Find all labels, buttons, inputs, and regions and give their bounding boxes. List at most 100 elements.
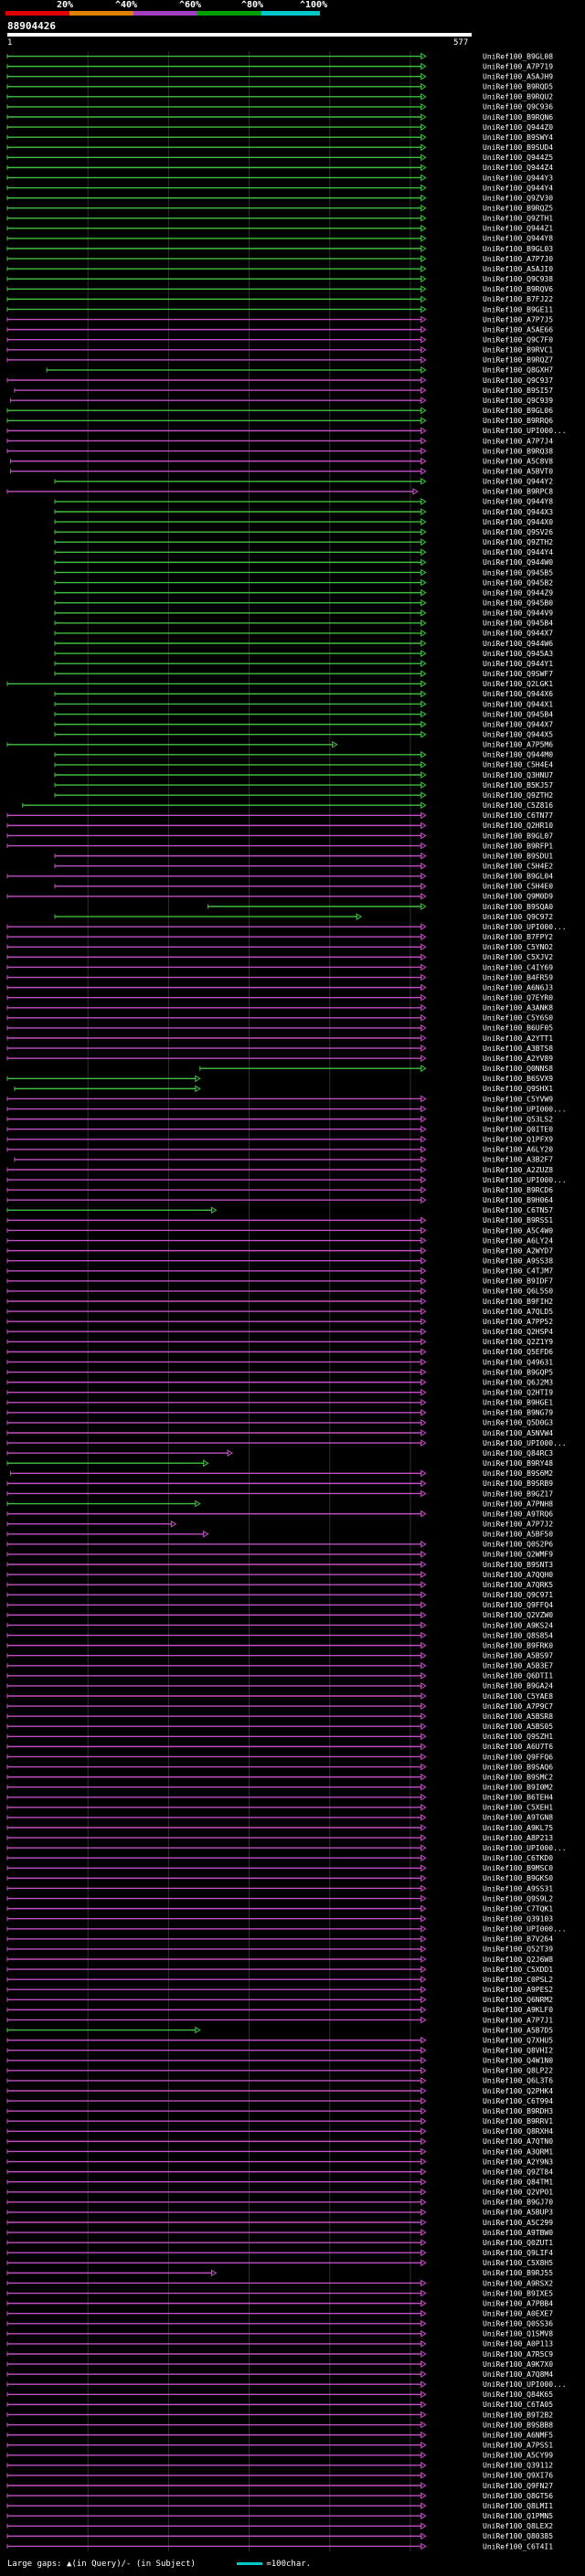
hit-label[interactable]: UniRef100_Q944X0 <box>483 518 553 526</box>
hit-label[interactable]: UniRef100_A6NMF5 <box>483 2431 553 2439</box>
hit-label[interactable]: UniRef100_Q0SS36 <box>483 2320 553 2328</box>
hit-label[interactable]: UniRef100_A2YTT1 <box>483 1034 553 1043</box>
hit-label[interactable]: UniRef100_Q944Y8 <box>483 498 553 506</box>
hit-label[interactable]: UniRef100_A5AE66 <box>483 325 553 334</box>
hit-label[interactable]: UniRef100_A3ANK8 <box>483 1004 553 1012</box>
hit-label[interactable]: UniRef100_B9GJ70 <box>483 2199 553 2207</box>
hit-label[interactable]: UniRef100_Q8GXH7 <box>483 366 553 375</box>
hit-label[interactable]: UniRef100_UPI000... <box>483 1439 567 1447</box>
hit-label[interactable]: UniRef100_B9GL08 <box>483 52 553 60</box>
hit-label[interactable]: UniRef100_Q0NNS8 <box>483 1065 553 1073</box>
hit-label[interactable]: UniRef100_Q9M0D9 <box>483 893 553 901</box>
hit-label[interactable]: UniRef100_A5B7D5 <box>483 2026 553 2034</box>
hit-label[interactable]: UniRef100_Q9C972 <box>483 913 553 921</box>
hit-label[interactable]: UniRef100_A7P7J4 <box>483 437 553 445</box>
hit-label[interactable]: UniRef100_Q9C971 <box>483 1591 553 1599</box>
hit-label[interactable]: UniRef100_A9KS24 <box>483 1621 553 1629</box>
hit-label[interactable]: UniRef100_B9T2B2 <box>483 2411 553 2419</box>
hit-label[interactable]: UniRef100_Q944V9 <box>483 610 553 618</box>
hit-label[interactable]: UniRef100_UPI000... <box>483 1105 567 1113</box>
hit-label[interactable]: UniRef100_Q944Z0 <box>483 123 553 132</box>
hit-label[interactable]: UniRef100_B9RQZ5 <box>483 204 553 212</box>
hit-label[interactable]: UniRef100_Q2VZW0 <box>483 1611 553 1619</box>
hit-label[interactable]: UniRef100_Q49631 <box>483 1358 553 1366</box>
hit-label[interactable]: UniRef100_Q9ZTH2 <box>483 538 553 546</box>
hit-label[interactable]: UniRef100_B9SRB9 <box>483 1479 553 1488</box>
hit-label[interactable]: UniRef100_C5YNO2 <box>483 943 553 951</box>
hit-label[interactable]: UniRef100_C6TN77 <box>483 811 553 820</box>
hit-label[interactable]: UniRef100_Q0ZUT1 <box>483 2239 553 2247</box>
hit-label[interactable]: UniRef100_A9K7X0 <box>483 2360 553 2369</box>
hit-label[interactable]: UniRef100_B9GL07 <box>483 832 553 840</box>
hit-label[interactable]: UniRef100_A5CY99 <box>483 2452 553 2460</box>
hit-label[interactable]: UniRef100_B9GZ17 <box>483 1489 553 1498</box>
hit-label[interactable]: UniRef100_A5C299 <box>483 2219 553 2227</box>
hit-label[interactable]: UniRef100_Q9ZTH1 <box>483 215 553 223</box>
hit-label[interactable]: UniRef100_C6T994 <box>483 2097 553 2105</box>
hit-label[interactable]: UniRef100_B9RSS1 <box>483 1216 553 1224</box>
hit-label[interactable]: UniRef100_A9TBW0 <box>483 2229 553 2237</box>
hit-label[interactable]: UniRef100_C5Z816 <box>483 801 553 810</box>
hit-label[interactable]: UniRef100_Q945A3 <box>483 650 553 658</box>
hit-label[interactable]: UniRef100_A5NVW4 <box>483 1429 553 1437</box>
hit-label[interactable]: UniRef100_C5Y6S0 <box>483 1014 553 1023</box>
hit-label[interactable]: UniRef100_B9SNT3 <box>483 1561 553 1569</box>
hit-label[interactable]: UniRef100_A6N6J3 <box>483 983 553 991</box>
hit-label[interactable]: UniRef100_C5YAE8 <box>483 1692 553 1701</box>
hit-label[interactable]: UniRef100_B9SQA0 <box>483 903 553 911</box>
hit-label[interactable]: UniRef100_B9RRV1 <box>483 2117 553 2125</box>
hit-label[interactable]: UniRef100_A5BSR8 <box>483 1712 553 1721</box>
hit-label[interactable]: UniRef100_B9I0M2 <box>483 1783 553 1791</box>
hit-label[interactable]: UniRef100_B9RQN6 <box>483 113 553 122</box>
hit-label[interactable]: UniRef100_Q0ITE0 <box>483 1125 553 1133</box>
hit-label[interactable]: UniRef100_B9RJ55 <box>483 2269 553 2277</box>
hit-label[interactable]: UniRef100_Q8S854 <box>483 1631 553 1639</box>
hit-label[interactable]: UniRef100_Q944X6 <box>483 690 553 698</box>
hit-label[interactable]: UniRef100_B7FJ22 <box>483 295 553 303</box>
hit-label[interactable]: UniRef100_Q53LS2 <box>483 1115 553 1123</box>
hit-label[interactable]: UniRef100_A7P7J1 <box>483 2016 553 2024</box>
hit-label[interactable]: UniRef100_Q1PMN5 <box>483 2512 553 2520</box>
hit-label[interactable]: UniRef100_Q2HR10 <box>483 822 553 830</box>
hit-label[interactable]: UniRef100_B9GE11 <box>483 305 553 313</box>
hit-label[interactable]: UniRef100_UPI000... <box>483 427 567 435</box>
hit-label[interactable]: UniRef100_A6LY20 <box>483 1146 553 1154</box>
hit-label[interactable]: UniRef100_A7P9C7 <box>483 1702 553 1711</box>
hit-label[interactable]: UniRef100_Q2HTI9 <box>483 1388 553 1396</box>
hit-label[interactable]: UniRef100_A5B3E7 <box>483 1662 553 1670</box>
hit-label[interactable]: UniRef100_Q39103 <box>483 1914 553 1923</box>
hit-label[interactable]: UniRef100_A7QTN0 <box>483 2137 553 2146</box>
hit-label[interactable]: UniRef100_UPI000... <box>483 1844 567 1852</box>
hit-label[interactable]: UniRef100_B7FPY2 <box>483 933 553 941</box>
hit-label[interactable]: UniRef100_B9SI57 <box>483 387 553 395</box>
hit-label[interactable]: UniRef100_A7P7J5 <box>483 315 553 323</box>
hit-label[interactable]: UniRef100_Q9FFQ4 <box>483 1601 553 1609</box>
hit-label[interactable]: UniRef100_A7P7J2 <box>483 1520 553 1528</box>
hit-label[interactable]: UniRef100_A3B2F7 <box>483 1156 553 1164</box>
hit-label[interactable]: UniRef100_Q84RC3 <box>483 1449 553 1458</box>
hit-label[interactable]: UniRef100_Q944X7 <box>483 720 553 728</box>
hit-label[interactable]: UniRef100_Q9S9L2 <box>483 1894 553 1903</box>
hit-label[interactable]: UniRef100_C5YVW9 <box>483 1095 553 1103</box>
hit-label[interactable]: UniRef100_UPI000... <box>483 2380 567 2389</box>
hit-label[interactable]: UniRef100_A5AJI0 <box>483 265 553 273</box>
hit-label[interactable]: UniRef100_C5XEH1 <box>483 1804 553 1812</box>
hit-label[interactable]: UniRef100_B6UF05 <box>483 1024 553 1033</box>
hit-label[interactable]: UniRef100_Q944Z9 <box>483 588 553 597</box>
hit-label[interactable]: UniRef100_Q6L3T6 <box>483 2077 553 2085</box>
hit-label[interactable]: UniRef100_B9HGE1 <box>483 1399 553 1407</box>
hit-label[interactable]: UniRef100_B9SMC2 <box>483 1773 553 1781</box>
hit-label[interactable]: UniRef100_C6TKD0 <box>483 1854 553 1862</box>
hit-label[interactable]: UniRef100_B9SDU1 <box>483 852 553 860</box>
hit-label[interactable]: UniRef100_A2ZUZ8 <box>483 1166 553 1174</box>
hit-label[interactable]: UniRef100_B9H064 <box>483 1196 553 1204</box>
hit-label[interactable]: UniRef100_Q945B4 <box>483 620 553 628</box>
hit-label[interactable]: UniRef100_B9RY48 <box>483 1459 553 1468</box>
hit-label[interactable]: UniRef100_Q2LGK1 <box>483 680 553 688</box>
hit-label[interactable]: UniRef100_Q2J6W8 <box>483 1956 553 1964</box>
hit-label[interactable]: UniRef100_Q8LEX2 <box>483 2522 553 2530</box>
hit-label[interactable]: UniRef100_Q944X3 <box>483 508 553 516</box>
hit-label[interactable]: UniRef100_A5BS97 <box>483 1651 553 1659</box>
hit-label[interactable]: UniRef100_B9IXE5 <box>483 2289 553 2297</box>
hit-label[interactable]: UniRef100_B9SWY4 <box>483 133 553 142</box>
